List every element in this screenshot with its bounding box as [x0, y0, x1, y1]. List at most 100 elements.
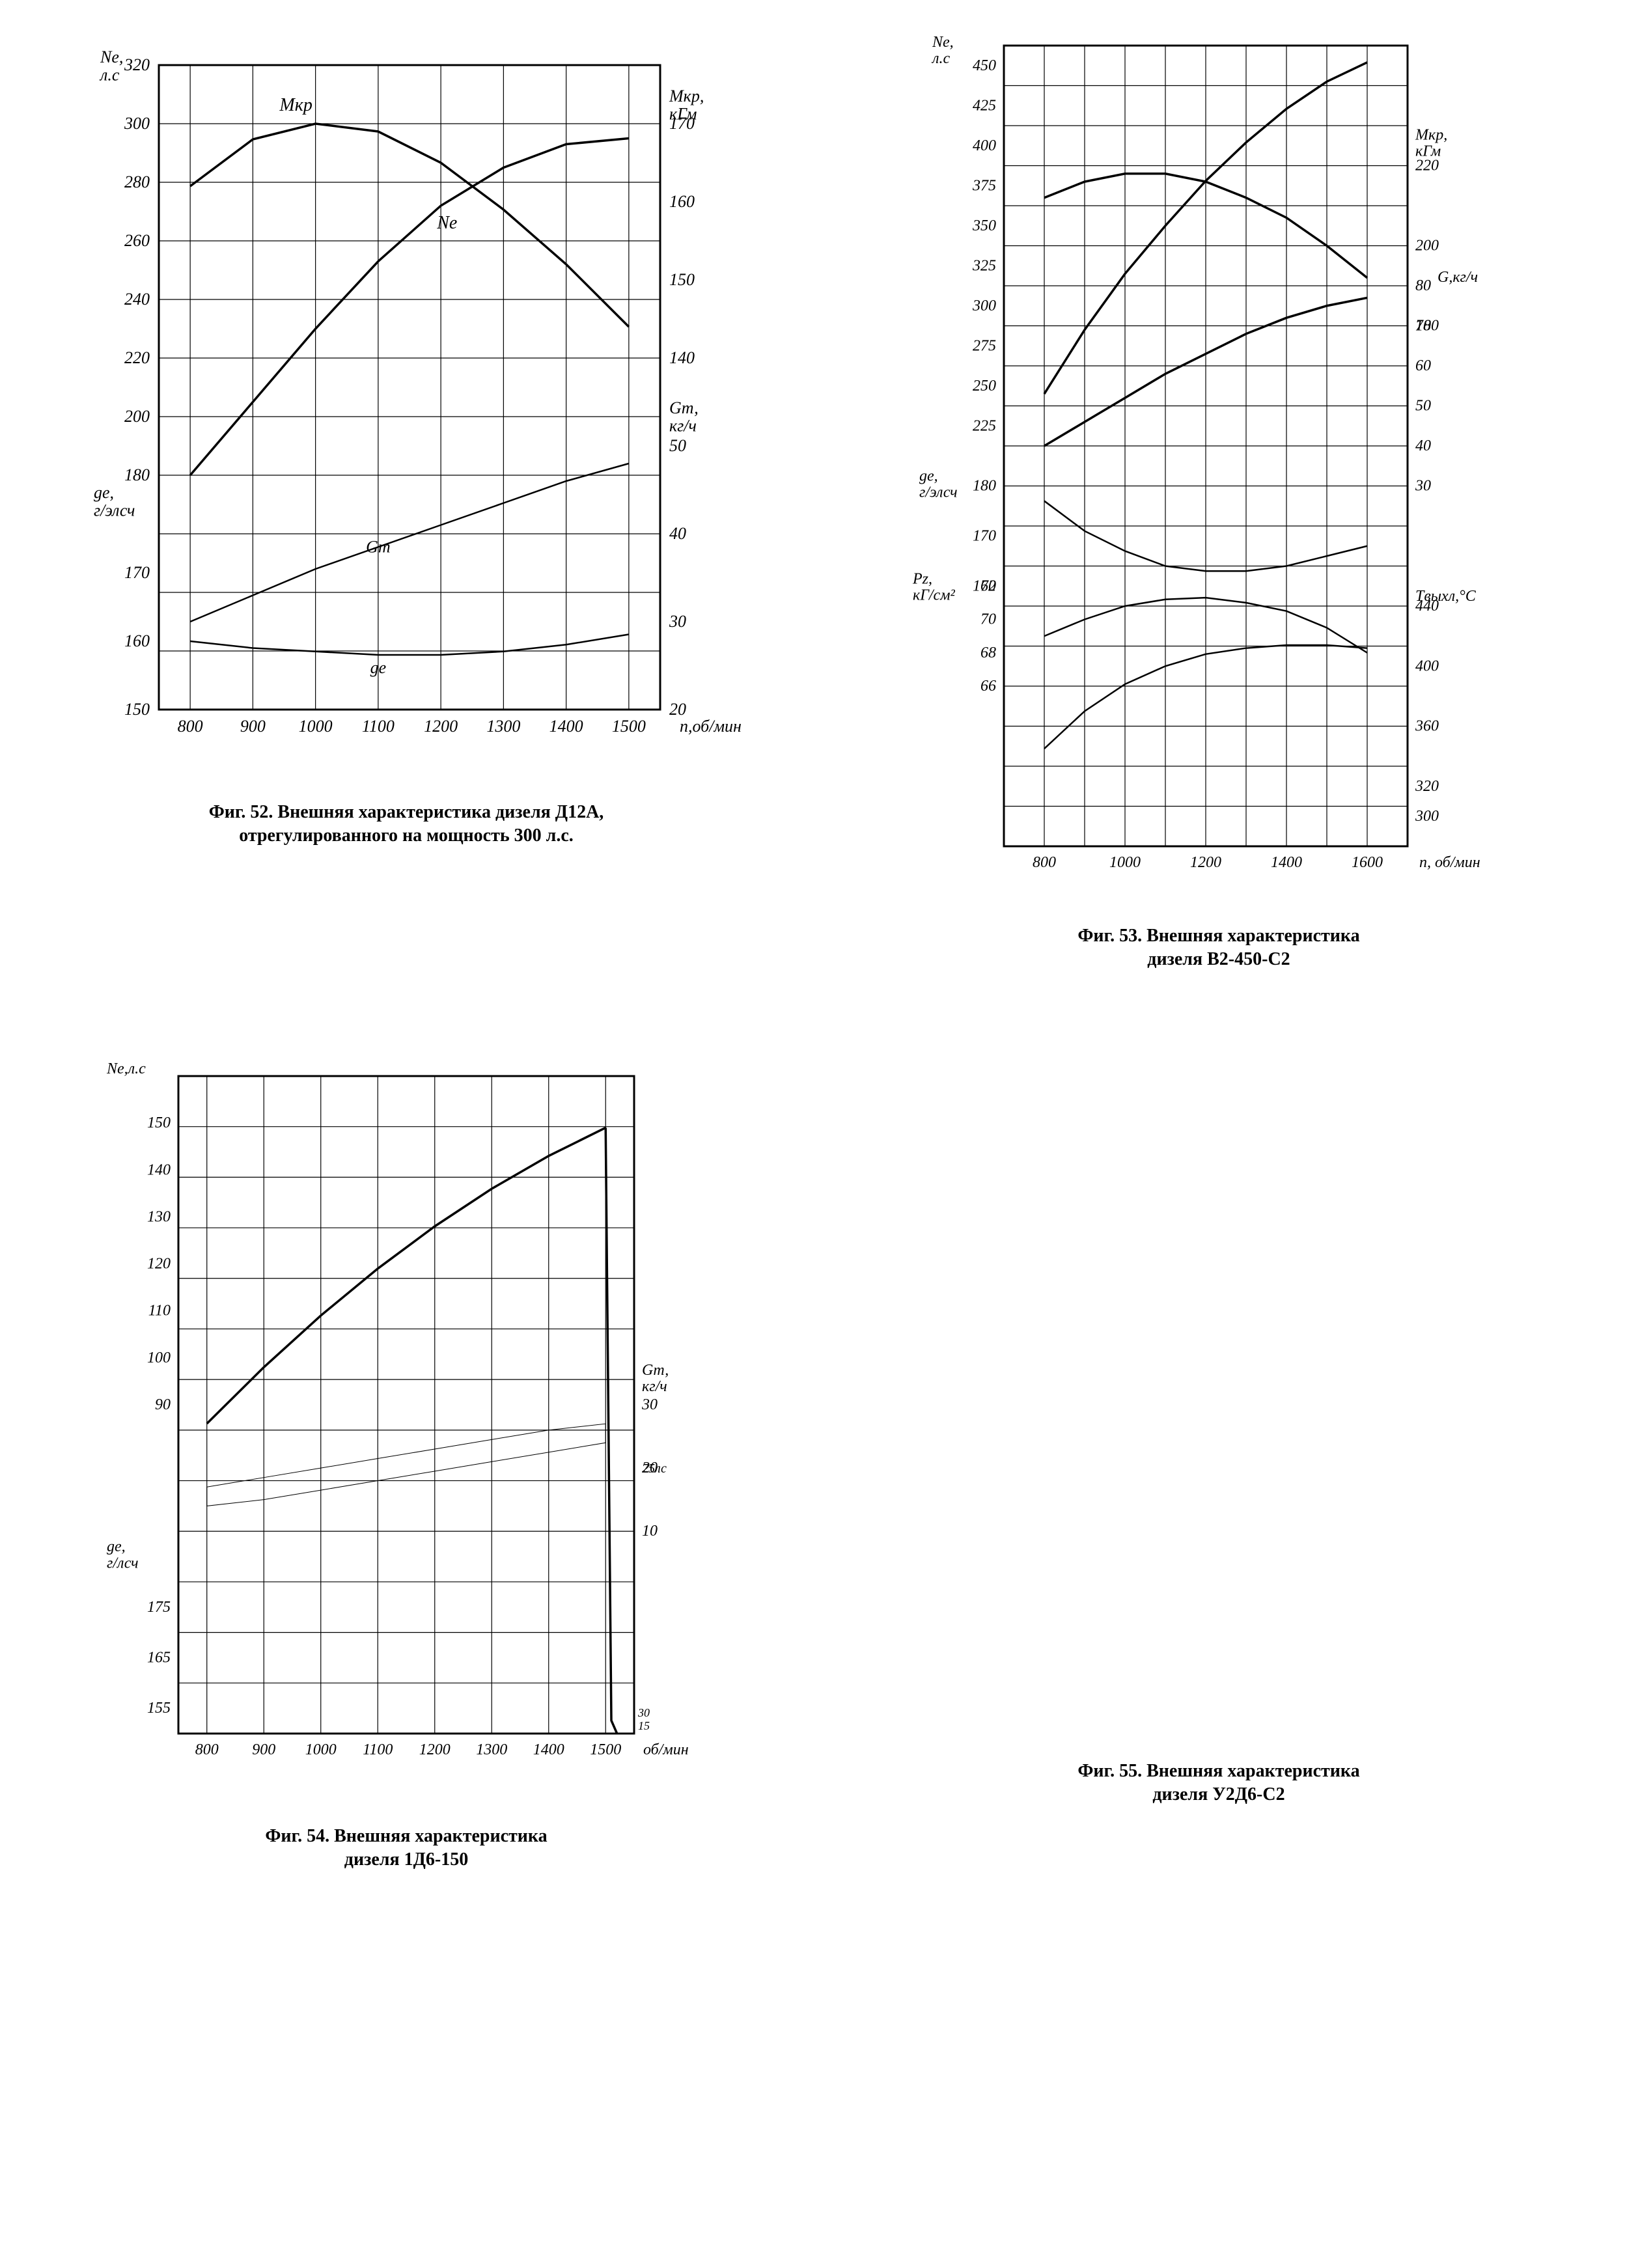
- svg-text:120: 120: [147, 1255, 171, 1272]
- svg-text:800: 800: [195, 1741, 219, 1758]
- fig55-chart: [906, 1050, 1531, 1740]
- svg-text:160: 160: [124, 631, 150, 650]
- svg-text:Mкр: Mкр: [279, 95, 312, 115]
- figure-52: 800 900 1000 1100 1200 1300 1400 1500 n,об/мин 18…: [26, 26, 786, 972]
- svg-text:200: 200: [1415, 238, 1439, 255]
- svg-text:ge,г/элсч: ge,г/элсч: [919, 468, 958, 501]
- svg-text:400: 400: [1415, 657, 1439, 674]
- svg-text:ge: ge: [370, 658, 387, 677]
- svg-text:30: 30: [641, 1396, 658, 1413]
- svg-text:Gт: Gт: [366, 538, 391, 557]
- svg-text:ge,г/лсч: ge,г/лсч: [107, 1538, 139, 1571]
- svg-text:325: 325: [972, 257, 996, 274]
- svg-text:n,об/мин: n,об/мин: [680, 717, 742, 736]
- svg-text:300: 300: [972, 297, 996, 314]
- svg-text:70: 70: [1415, 318, 1431, 335]
- svg-text:800: 800: [178, 717, 203, 736]
- fig55-caption-line2: дизеля У2Д6-С2: [1152, 1784, 1285, 1805]
- page: 800 900 1000 1100 1200 1300 1400 1500 n,об/мин 18…: [26, 26, 1599, 1872]
- svg-text:1200: 1200: [1190, 854, 1221, 871]
- svg-text:1300: 1300: [476, 1741, 507, 1758]
- fig55-caption: Фиг. 55. Внешняя характеристика дизеля У…: [1077, 1760, 1359, 1807]
- svg-text:1100: 1100: [362, 717, 395, 736]
- fig52-caption: Фиг. 52. Внешняя характеристика дизеля Д…: [209, 801, 604, 848]
- svg-text:80: 80: [1415, 277, 1431, 294]
- svg-text:360: 360: [1415, 718, 1439, 735]
- svg-text:1300: 1300: [486, 717, 520, 736]
- svg-text:1500: 1500: [612, 717, 646, 736]
- svg-text:Ne,л.с: Ne,л.с: [931, 34, 954, 67]
- svg-text:1500: 1500: [590, 1741, 621, 1758]
- fig52-caption-line2: отрегулированного на мощность 300 л.с.: [239, 825, 574, 846]
- svg-text:72: 72: [980, 577, 996, 594]
- svg-text:50: 50: [1415, 398, 1431, 415]
- svg-text:1200: 1200: [424, 717, 458, 736]
- svg-text:170: 170: [973, 527, 996, 544]
- svg-text:130: 130: [147, 1208, 171, 1225]
- svg-text:300: 300: [1415, 808, 1439, 825]
- svg-text:Gт,кг/ч: Gт,кг/ч: [669, 398, 699, 435]
- svg-text:180: 180: [124, 465, 150, 484]
- svg-text:900: 900: [252, 1741, 275, 1758]
- svg-text:1400: 1400: [549, 717, 583, 736]
- svg-text:об/мин: об/мин: [643, 1741, 689, 1758]
- svg-text:70: 70: [980, 611, 996, 628]
- fig55-caption-line1: Фиг. 55. Внешняя характеристика: [1077, 1761, 1359, 1781]
- svg-text:1000: 1000: [299, 717, 333, 736]
- fig53-caption-line1: Фиг. 53. Внешняя характеристика: [1077, 926, 1359, 946]
- svg-text:180: 180: [973, 478, 996, 495]
- svg-text:Gт,кг/ч: Gт,кг/ч: [642, 1362, 669, 1395]
- svg-text:1400: 1400: [533, 1741, 564, 1758]
- svg-text:280: 280: [124, 173, 150, 191]
- svg-text:15: 15: [638, 1719, 650, 1732]
- svg-text:1200: 1200: [419, 1741, 451, 1758]
- svg-text:350: 350: [972, 217, 996, 234]
- svg-text:1600: 1600: [1352, 854, 1383, 871]
- svg-text:150: 150: [124, 700, 150, 719]
- svg-text:1400: 1400: [1271, 854, 1302, 871]
- svg-text:G,кг/ч: G,кг/ч: [1438, 269, 1478, 286]
- fig53-chart: 8001000120014001600n, об/мин225250275300…: [887, 26, 1551, 905]
- svg-text:155: 155: [147, 1700, 171, 1717]
- svg-text:165: 165: [147, 1649, 171, 1666]
- svg-text:220: 220: [124, 348, 150, 367]
- svg-text:1000: 1000: [305, 1741, 337, 1758]
- svg-text:300: 300: [124, 114, 150, 133]
- svg-text:30: 30: [637, 1706, 650, 1719]
- svg-text:1000: 1000: [1109, 854, 1141, 871]
- svg-text:320: 320: [1415, 778, 1439, 795]
- svg-text:425: 425: [973, 97, 996, 114]
- svg-text:320: 320: [124, 55, 150, 74]
- svg-text:Pz,кГ/см²: Pz,кГ/см²: [912, 570, 956, 603]
- fig54-caption-line2: дизеля 1Д6-150: [344, 1849, 468, 1870]
- fig52-caption-line1: Фиг. 52. Внешняя характеристика дизеля Д…: [209, 802, 604, 822]
- svg-text:900: 900: [240, 717, 266, 736]
- svg-text:275: 275: [973, 337, 996, 354]
- figure-54: 800900100011001200130014001500об/мин9010…: [26, 1050, 786, 1872]
- svg-text:50: 50: [669, 436, 686, 455]
- fig53-caption: Фиг. 53. Внешняя характеристика дизеля В…: [1077, 924, 1359, 972]
- fig52-chart: 800 900 1000 1100 1200 1300 1400 1500 n,об/мин 18…: [61, 26, 751, 781]
- svg-text:20: 20: [669, 700, 686, 719]
- svg-text:450: 450: [973, 57, 996, 74]
- svg-text:240: 240: [124, 290, 150, 309]
- fig54-chart: 800900100011001200130014001500об/мин9010…: [81, 1050, 732, 1805]
- svg-text:Ne: Ne: [436, 213, 457, 233]
- svg-text:75лс: 75лс: [642, 1461, 667, 1476]
- svg-text:250: 250: [973, 378, 996, 394]
- fig54-caption-line1: Фиг. 54. Внешняя характеристика: [265, 1826, 547, 1846]
- svg-text:400: 400: [973, 137, 996, 154]
- svg-text:140: 140: [147, 1161, 171, 1178]
- svg-text:40: 40: [669, 524, 686, 543]
- svg-text:ge,г/элсч: ge,г/элсч: [94, 483, 135, 519]
- svg-text:150: 150: [147, 1114, 171, 1131]
- svg-text:Ne,л.с: Ne,л.с: [106, 1060, 146, 1077]
- svg-text:200: 200: [124, 407, 150, 426]
- svg-text:160: 160: [669, 192, 695, 211]
- svg-text:30: 30: [1415, 478, 1431, 495]
- svg-text:Ne,л.с: Ne,л.с: [99, 48, 123, 84]
- svg-text:260: 260: [124, 231, 150, 250]
- fig54-caption: Фиг. 54. Внешняя характеристика дизеля 1…: [265, 1825, 547, 1872]
- svg-text:60: 60: [1415, 357, 1431, 374]
- svg-text:n, об/мин: n, об/мин: [1419, 854, 1480, 871]
